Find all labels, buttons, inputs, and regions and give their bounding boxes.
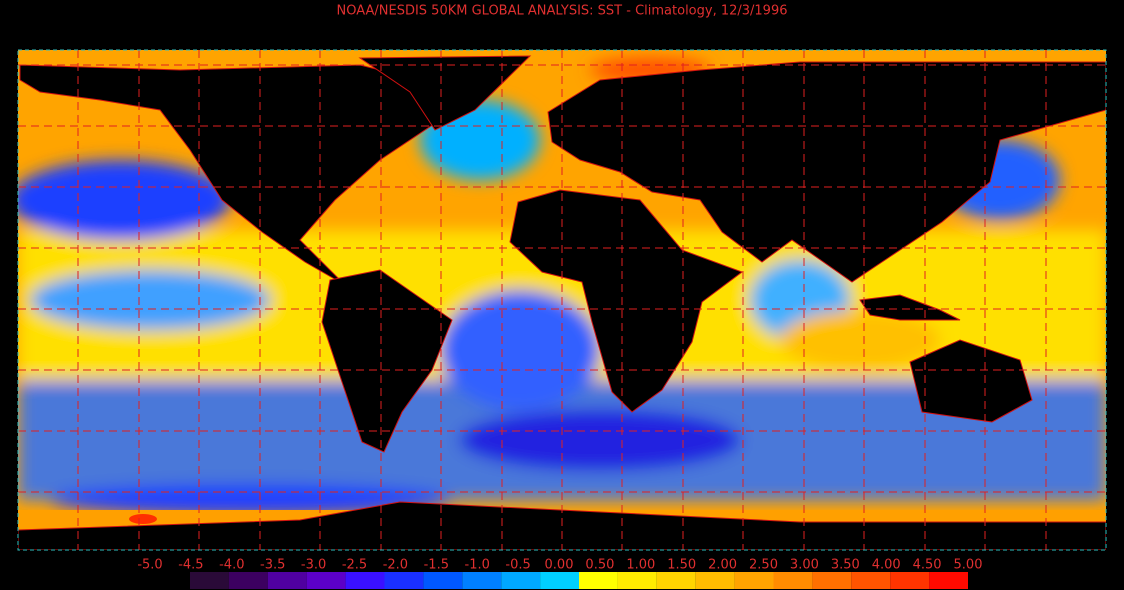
map bbox=[18, 50, 1106, 550]
map-frame bbox=[17, 49, 1107, 551]
colorbar-label: 4.50 bbox=[913, 558, 942, 573]
colorbar-label: -2.5 bbox=[342, 558, 367, 573]
colorbar-label: -4.5 bbox=[178, 558, 203, 573]
colorbar-swatch bbox=[345, 572, 385, 589]
colorbar-swatch bbox=[540, 572, 579, 589]
colorbar-swatch bbox=[462, 572, 502, 589]
colorbar-swatch bbox=[890, 572, 930, 589]
colorbar-swatch bbox=[617, 572, 657, 589]
colorbar-swatch bbox=[423, 572, 463, 589]
colorbar-swatch bbox=[773, 572, 813, 589]
colorbar-label: 3.50 bbox=[831, 558, 860, 573]
map-title: NOAA/NESDIS 50KM GLOBAL ANALYSIS: SST - … bbox=[337, 4, 788, 19]
colorbar-label: -0.5 bbox=[505, 558, 530, 573]
colorbar-swatch bbox=[851, 572, 891, 589]
colorbar-label: -2.0 bbox=[383, 558, 408, 573]
colorbar-swatch bbox=[734, 572, 774, 589]
colorbar-label: -1.0 bbox=[465, 558, 490, 573]
colorbar-swatch bbox=[190, 572, 229, 589]
colorbar-label: -1.5 bbox=[424, 558, 449, 573]
land bbox=[18, 55, 1106, 550]
colorbar-swatch bbox=[812, 572, 852, 589]
colorbar: -5.0 -4.5 -4.0 -3.5 -3.0 -2.5 -2.0 -1.5 -1.0 -0.5… bbox=[137, 558, 983, 589]
colorbar-label: 0.50 bbox=[585, 558, 614, 573]
colorbar-label: 1.00 bbox=[626, 558, 655, 573]
colorbar-label: 2.50 bbox=[749, 558, 778, 573]
colorbar-label: 3.00 bbox=[790, 558, 819, 573]
colorbar-label: 4.00 bbox=[872, 558, 901, 573]
colorbar-swatch bbox=[579, 572, 618, 589]
colorbar-swatch bbox=[656, 572, 696, 589]
colorbar-label: 5.00 bbox=[954, 558, 983, 573]
colorbar-label: -3.0 bbox=[301, 558, 326, 573]
colorbar-swatch bbox=[501, 572, 541, 589]
colorbar-label: 2.00 bbox=[708, 558, 737, 573]
colorbar-swatch bbox=[228, 572, 268, 589]
colorbar-label: -5.0 bbox=[137, 558, 162, 573]
colorbar-label: -4.0 bbox=[219, 558, 244, 573]
graticule bbox=[18, 50, 1106, 550]
colorbar-label: 1.50 bbox=[667, 558, 696, 573]
colorbar-swatch bbox=[929, 572, 968, 589]
colorbar-swatch bbox=[306, 572, 346, 589]
colorbar-label: 0.00 bbox=[545, 558, 574, 573]
colorbar-label: -3.5 bbox=[260, 558, 285, 573]
colorbar-swatch bbox=[384, 572, 424, 589]
colorbar-swatch bbox=[267, 572, 307, 589]
colorbar-swatch bbox=[695, 572, 735, 589]
